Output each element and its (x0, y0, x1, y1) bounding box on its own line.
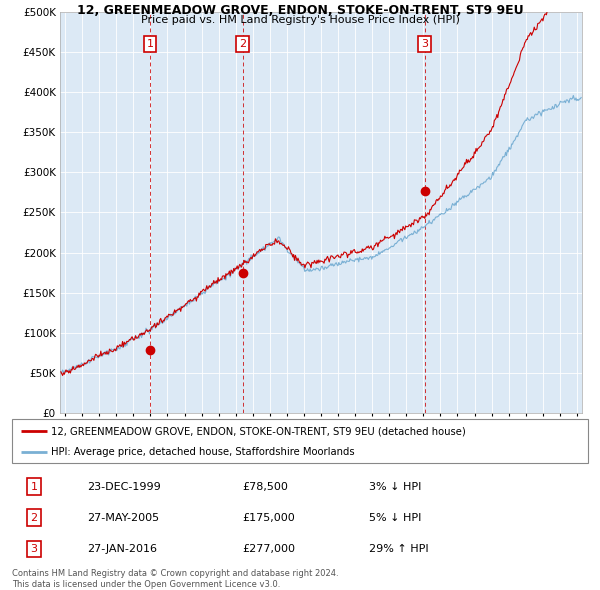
Text: 1: 1 (31, 481, 37, 491)
Text: £175,000: £175,000 (242, 513, 295, 523)
Text: £78,500: £78,500 (242, 481, 288, 491)
Text: HPI: Average price, detached house, Staffordshire Moorlands: HPI: Average price, detached house, Staf… (51, 447, 355, 457)
Text: 23-DEC-1999: 23-DEC-1999 (87, 481, 161, 491)
Text: Contains HM Land Registry data © Crown copyright and database right 2024.: Contains HM Land Registry data © Crown c… (12, 569, 338, 578)
FancyBboxPatch shape (12, 419, 588, 463)
Text: 27-MAY-2005: 27-MAY-2005 (87, 513, 159, 523)
Text: 12, GREENMEADOW GROVE, ENDON, STOKE-ON-TRENT, ST9 9EU: 12, GREENMEADOW GROVE, ENDON, STOKE-ON-T… (77, 4, 523, 17)
Text: 5% ↓ HPI: 5% ↓ HPI (369, 513, 421, 523)
Text: 1: 1 (146, 39, 154, 49)
Text: 2: 2 (31, 513, 37, 523)
Text: 29% ↑ HPI: 29% ↑ HPI (369, 544, 429, 554)
Text: 3: 3 (31, 544, 37, 554)
Text: This data is licensed under the Open Government Licence v3.0.: This data is licensed under the Open Gov… (12, 579, 280, 589)
Text: 2: 2 (239, 39, 246, 49)
Text: £277,000: £277,000 (242, 544, 295, 554)
Text: 27-JAN-2016: 27-JAN-2016 (87, 544, 157, 554)
Text: 3% ↓ HPI: 3% ↓ HPI (369, 481, 421, 491)
Text: 3: 3 (421, 39, 428, 49)
Text: Price paid vs. HM Land Registry's House Price Index (HPI): Price paid vs. HM Land Registry's House … (140, 15, 460, 25)
Text: 12, GREENMEADOW GROVE, ENDON, STOKE-ON-TRENT, ST9 9EU (detached house): 12, GREENMEADOW GROVE, ENDON, STOKE-ON-T… (51, 427, 466, 436)
